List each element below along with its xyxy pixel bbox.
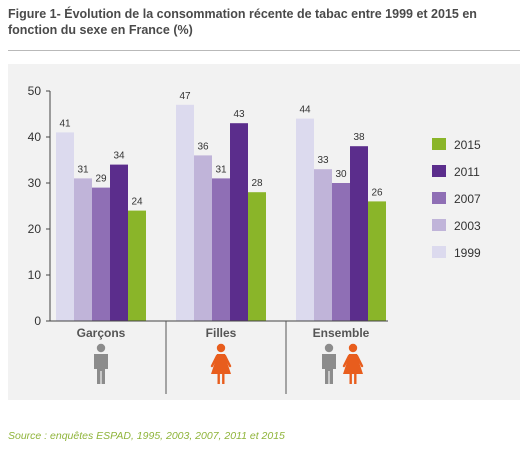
y-axis: 0 10 20 30 40 50 (28, 84, 51, 328)
icon-arm (342, 354, 351, 368)
legend-label: 2015 (454, 138, 481, 152)
y-tick-label: 30 (28, 176, 42, 190)
data-label: 47 (179, 91, 191, 102)
icon-body (322, 354, 336, 384)
icon-leg (222, 374, 225, 384)
icon-leg (354, 374, 357, 384)
legend-label: 1999 (454, 246, 481, 260)
chart-title: Figure 1- Évolution de la consommation r… (8, 7, 477, 37)
male-icon-icon (322, 343, 336, 384)
data-label: 43 (233, 109, 245, 120)
bar-2003-1 (194, 155, 212, 321)
data-labels: 41 31 29 34 24 47 36 31 43 28 44 33 30 38 26 (59, 91, 383, 208)
legend-swatch-2015 (432, 138, 446, 150)
data-label: 26 (371, 187, 383, 198)
icon-leg (349, 374, 352, 384)
bar-2003-0 (74, 178, 92, 321)
bar-2007-2 (332, 183, 350, 321)
bar-2011-0 (110, 164, 128, 321)
bar-2003-2 (314, 169, 332, 321)
data-label: 31 (215, 164, 227, 175)
data-label: 29 (95, 174, 107, 185)
y-tick-label: 20 (28, 222, 42, 236)
bar-2015-2 (368, 201, 386, 321)
category-icons (94, 343, 364, 384)
legend-swatch-2003 (432, 219, 446, 231)
data-label: 41 (59, 118, 71, 129)
chart-panel: 0 10 20 30 40 50 41 31 29 34 24 47 36 31 43 28 44 33 30 38… (8, 64, 520, 400)
y-tick-label: 0 (34, 314, 41, 328)
data-label: 24 (131, 197, 143, 208)
data-label: 34 (113, 151, 125, 162)
female-icon-icon (342, 343, 364, 384)
bar-1999-1 (176, 104, 194, 321)
legend-label: 2011 (454, 165, 480, 179)
icon-leg (217, 374, 220, 384)
source-note: Source : enquêtes ESPAD, 1995, 2003, 200… (8, 430, 285, 442)
male-icon-icon (94, 343, 108, 384)
icon-head (348, 343, 358, 353)
icon-head (324, 343, 334, 353)
x-axis: Garçons Filles Ensemble (50, 320, 388, 394)
y-tick-label: 10 (28, 268, 42, 282)
data-label: 30 (335, 169, 347, 180)
legend-label: 2007 (454, 192, 481, 206)
bar-2015-1 (248, 192, 266, 321)
icon-body (94, 354, 108, 384)
bar-1999-2 (296, 118, 314, 321)
bar-2011-1 (230, 123, 248, 321)
x-tick-label: Garçons (77, 326, 126, 340)
icon-head (216, 343, 226, 353)
title-divider (8, 50, 520, 51)
icon-head (96, 343, 106, 353)
legend-label: 2003 (454, 219, 481, 233)
data-label: 31 (77, 164, 89, 175)
legend-swatch-2007 (432, 192, 446, 204)
y-tick-label: 40 (28, 130, 42, 144)
x-tick-label: Ensemble (313, 326, 370, 340)
x-tick-label: Filles (206, 326, 237, 340)
data-label: 33 (317, 155, 329, 166)
bar-2007-1 (212, 178, 230, 321)
data-label: 38 (353, 132, 365, 143)
bar-2011-2 (350, 146, 368, 321)
data-label: 28 (251, 178, 263, 189)
data-label: 44 (299, 105, 311, 116)
bars (56, 104, 386, 321)
bar-2007-0 (92, 187, 110, 321)
legend-swatch-1999 (432, 246, 446, 258)
female-icon-icon (210, 343, 232, 384)
bar-1999-0 (56, 132, 74, 321)
legend: 2015 2011 2007 2003 1999 (432, 138, 481, 260)
icon-arm (223, 354, 232, 368)
icon-arm (355, 354, 364, 368)
y-tick-label: 50 (28, 84, 42, 98)
bar-2015-0 (128, 210, 146, 321)
legend-swatch-2011 (432, 165, 446, 177)
icon-arm (210, 354, 219, 368)
bar-chart: 0 10 20 30 40 50 41 31 29 34 24 47 36 31 43 28 44 33 30 38… (28, 84, 481, 394)
data-label: 36 (197, 141, 209, 152)
